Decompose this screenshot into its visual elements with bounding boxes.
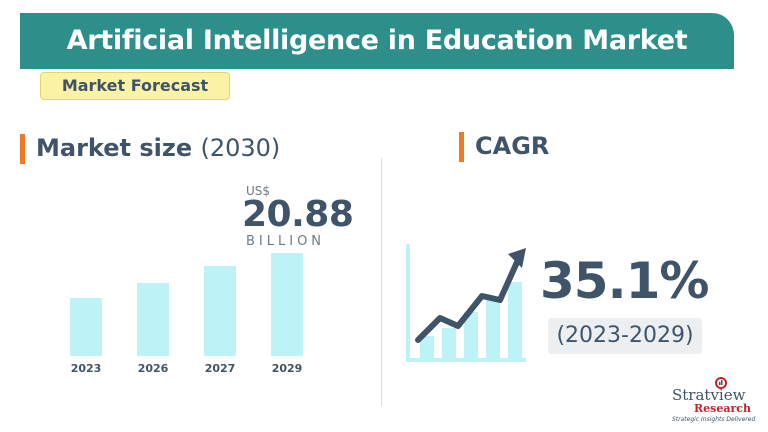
cagr-heading: CAGR xyxy=(475,132,550,160)
market-size-label: Market size xyxy=(36,134,193,162)
market-size-value: 20.88 xyxy=(242,194,354,235)
company-logo: Stratview Research Strategic Insights De… xyxy=(664,376,764,430)
page-title: Artificial Intelligence in Education Mar… xyxy=(66,25,688,56)
market-size-heading: Market size (2030) xyxy=(36,134,280,162)
market-size-accent-bar xyxy=(20,134,25,164)
cagr-value: 35.1% xyxy=(540,252,709,310)
market-size-year: (2030) xyxy=(200,134,281,162)
logo-tagline: Strategic Insights Delivered xyxy=(672,416,756,423)
cagr-accent-bar xyxy=(459,132,464,162)
market-size-unit: BILLION xyxy=(246,234,326,249)
tick-label-2029: 2029 xyxy=(272,362,303,375)
bar-2029 xyxy=(271,253,303,356)
section-divider xyxy=(381,158,382,406)
title-banner: Artificial Intelligence in Education Mar… xyxy=(20,13,734,69)
logo-research: Research xyxy=(694,402,751,415)
cagr-period: (2023-2029) xyxy=(548,318,702,354)
logo-name: Stratview xyxy=(672,386,746,404)
growth-chart-icon xyxy=(406,244,526,362)
bar-2026 xyxy=(137,283,169,356)
subtitle-badge: Market Forecast xyxy=(40,72,230,100)
tick-label-2023: 2023 xyxy=(71,362,102,375)
tick-label-2026: 2026 xyxy=(138,362,169,375)
bar-2027 xyxy=(204,266,236,356)
tick-label-2027: 2027 xyxy=(205,362,236,375)
bar-2023 xyxy=(70,298,102,356)
currency-label: US$ xyxy=(246,184,271,198)
magnifier-logo-icon xyxy=(715,377,727,389)
